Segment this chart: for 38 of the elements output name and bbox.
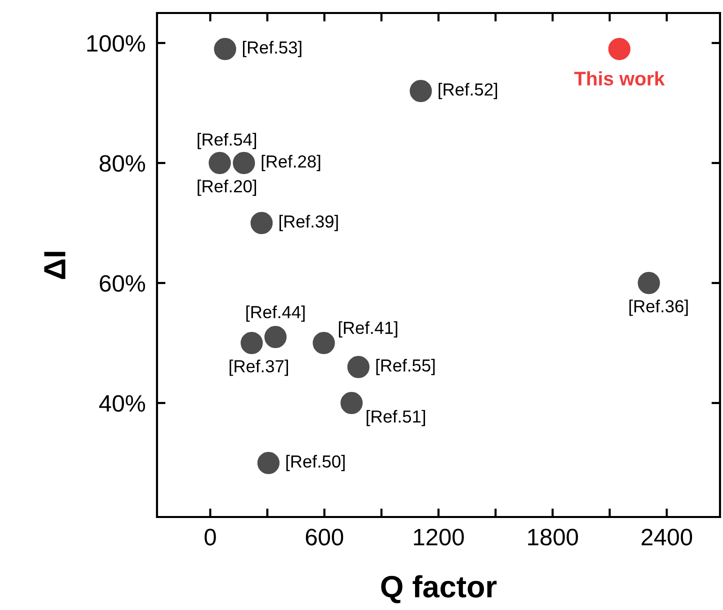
x-tick-label: 0	[204, 528, 216, 546]
point	[312, 332, 335, 354]
annotation: [Ref.50]	[286, 454, 345, 472]
annotation: [Ref.52]	[438, 82, 498, 100]
point	[608, 38, 630, 60]
y-tick-label: 60%	[100, 275, 146, 292]
point	[257, 452, 280, 474]
x-tick-label: 2400	[642, 528, 692, 546]
annotation: [Ref.51]	[366, 410, 426, 426]
annotation: [Ref.20]	[198, 180, 256, 196]
y-tick-label: 80%	[100, 155, 146, 172]
point	[214, 38, 236, 60]
y-tick-label: 40%	[99, 395, 146, 412]
y-tick-label: 100%	[87, 35, 146, 52]
point	[250, 212, 273, 234]
point	[264, 326, 287, 348]
x-tick-label: 1800	[528, 528, 578, 546]
annotation: [Ref.37]	[230, 360, 288, 376]
point	[347, 356, 370, 378]
annotation: [Ref.55]	[376, 358, 435, 376]
x-tick-label: 1200	[414, 528, 464, 546]
point	[340, 392, 363, 414]
annotation: [Ref.28]	[262, 154, 320, 172]
y-axis-title: ΔI	[44, 252, 66, 279]
point	[240, 332, 263, 354]
annotation: [Ref.44]	[246, 306, 305, 322]
series-label: This work	[574, 71, 665, 86]
x-axis-title: Q factor	[381, 575, 497, 604]
x-tick-label: 600	[306, 528, 344, 546]
point	[638, 272, 660, 294]
annotation: [Ref.53]	[242, 40, 302, 58]
point	[410, 80, 432, 102]
point	[208, 152, 231, 174]
annotation: [Ref.54]	[198, 132, 256, 150]
annotation: [Ref.36]	[629, 300, 688, 316]
point	[232, 152, 256, 174]
annotation: [Ref.41]	[338, 321, 398, 338]
annotation: [Ref.39]	[280, 214, 338, 232]
